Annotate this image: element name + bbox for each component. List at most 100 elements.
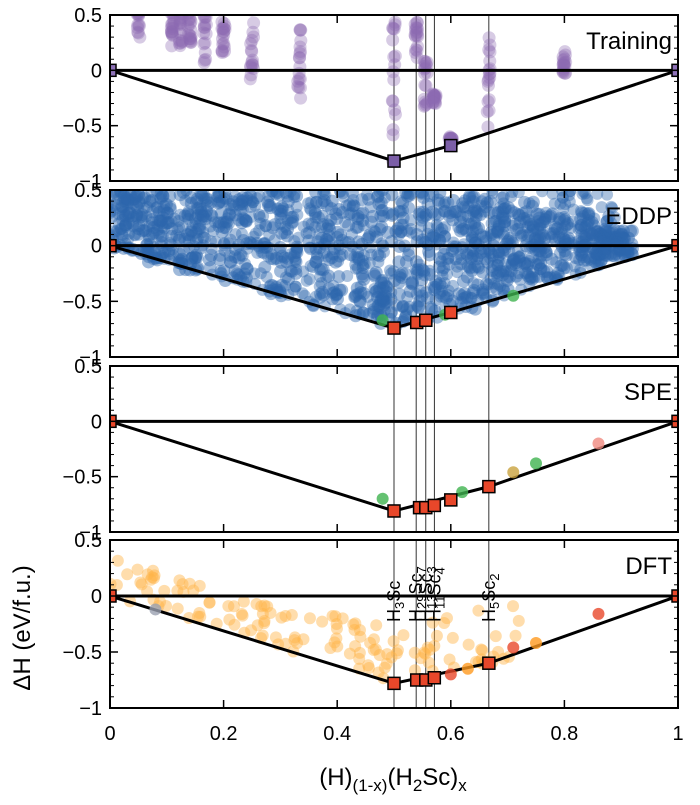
data-point bbox=[557, 214, 571, 228]
data-point bbox=[428, 280, 442, 294]
data-point bbox=[165, 222, 179, 236]
data-point bbox=[145, 213, 159, 227]
data-point bbox=[491, 269, 505, 283]
data-point bbox=[406, 277, 420, 291]
x-tick-label: 0 bbox=[104, 723, 115, 745]
data-point bbox=[290, 263, 303, 276]
data-point bbox=[479, 277, 493, 291]
data-point bbox=[498, 215, 512, 229]
compound-label-sub: 3 bbox=[392, 602, 407, 609]
data-point bbox=[142, 229, 156, 243]
data-point bbox=[319, 232, 333, 246]
data-point bbox=[417, 99, 431, 113]
data-point bbox=[461, 259, 474, 272]
data-point bbox=[558, 45, 572, 59]
data-point bbox=[375, 220, 389, 234]
data-point bbox=[172, 247, 186, 261]
data-point bbox=[429, 292, 443, 306]
data-point bbox=[362, 661, 375, 674]
data-point bbox=[238, 267, 251, 280]
data-point bbox=[401, 190, 415, 203]
data-point bbox=[481, 73, 495, 87]
data-point bbox=[595, 201, 608, 214]
compound-label-text: H bbox=[384, 609, 404, 622]
data-point bbox=[333, 249, 347, 263]
data-point bbox=[532, 215, 545, 228]
data-point bbox=[167, 15, 181, 27]
data-point bbox=[264, 278, 278, 292]
data-point bbox=[497, 190, 510, 203]
data-point bbox=[264, 606, 277, 619]
data-point bbox=[135, 210, 148, 223]
data-point bbox=[215, 44, 229, 58]
data-point bbox=[537, 215, 551, 229]
data-point bbox=[349, 288, 363, 302]
data-point bbox=[199, 213, 212, 226]
data-point bbox=[198, 192, 211, 205]
data-point bbox=[403, 300, 416, 313]
data-point bbox=[490, 282, 504, 296]
data-point bbox=[353, 294, 367, 308]
data-point bbox=[517, 212, 531, 226]
data-point bbox=[434, 290, 447, 303]
data-point bbox=[296, 287, 309, 300]
data-point bbox=[427, 280, 441, 294]
data-point bbox=[581, 194, 594, 207]
data-point bbox=[426, 229, 440, 243]
data-point bbox=[181, 209, 194, 222]
data-point bbox=[596, 246, 610, 260]
data-point bbox=[114, 190, 128, 198]
data-point bbox=[174, 254, 187, 267]
data-point bbox=[199, 192, 213, 206]
data-point bbox=[497, 219, 511, 233]
data-point bbox=[459, 223, 473, 237]
data-point bbox=[310, 290, 323, 303]
data-point bbox=[428, 91, 442, 105]
data-point bbox=[591, 248, 605, 262]
data-point bbox=[522, 214, 535, 227]
data-point bbox=[165, 27, 179, 41]
data-point bbox=[145, 194, 159, 208]
data-point bbox=[327, 279, 340, 292]
data-point bbox=[367, 644, 380, 657]
data-point bbox=[367, 267, 381, 281]
data-point bbox=[513, 254, 527, 268]
data-point bbox=[117, 206, 131, 220]
data-point bbox=[335, 233, 349, 247]
data-point bbox=[607, 223, 621, 237]
data-point bbox=[471, 249, 485, 263]
highlight-point bbox=[507, 289, 520, 302]
data-point bbox=[191, 202, 204, 215]
data-point bbox=[377, 276, 391, 290]
data-point bbox=[465, 230, 479, 244]
data-point bbox=[466, 244, 480, 258]
data-point bbox=[355, 193, 369, 207]
data-point bbox=[309, 195, 323, 209]
data-point bbox=[432, 260, 446, 274]
data-point bbox=[585, 215, 599, 229]
data-point bbox=[184, 15, 198, 29]
data-point bbox=[245, 194, 258, 207]
data-point bbox=[401, 224, 414, 237]
data-point bbox=[442, 196, 455, 209]
data-point bbox=[394, 218, 408, 232]
data-point bbox=[388, 15, 402, 29]
data-point bbox=[578, 221, 592, 235]
data-point bbox=[166, 19, 180, 33]
data-point bbox=[196, 190, 210, 201]
data-point bbox=[173, 18, 187, 32]
data-point bbox=[592, 255, 605, 268]
data-point bbox=[504, 190, 517, 203]
data-point bbox=[443, 209, 457, 223]
data-point bbox=[516, 228, 529, 241]
data-point bbox=[355, 207, 368, 220]
data-point bbox=[532, 211, 546, 225]
data-point bbox=[184, 35, 198, 49]
data-point bbox=[250, 598, 263, 611]
data-point bbox=[132, 190, 146, 202]
data-point bbox=[617, 231, 631, 245]
data-point bbox=[556, 258, 570, 272]
data-point bbox=[348, 251, 361, 264]
